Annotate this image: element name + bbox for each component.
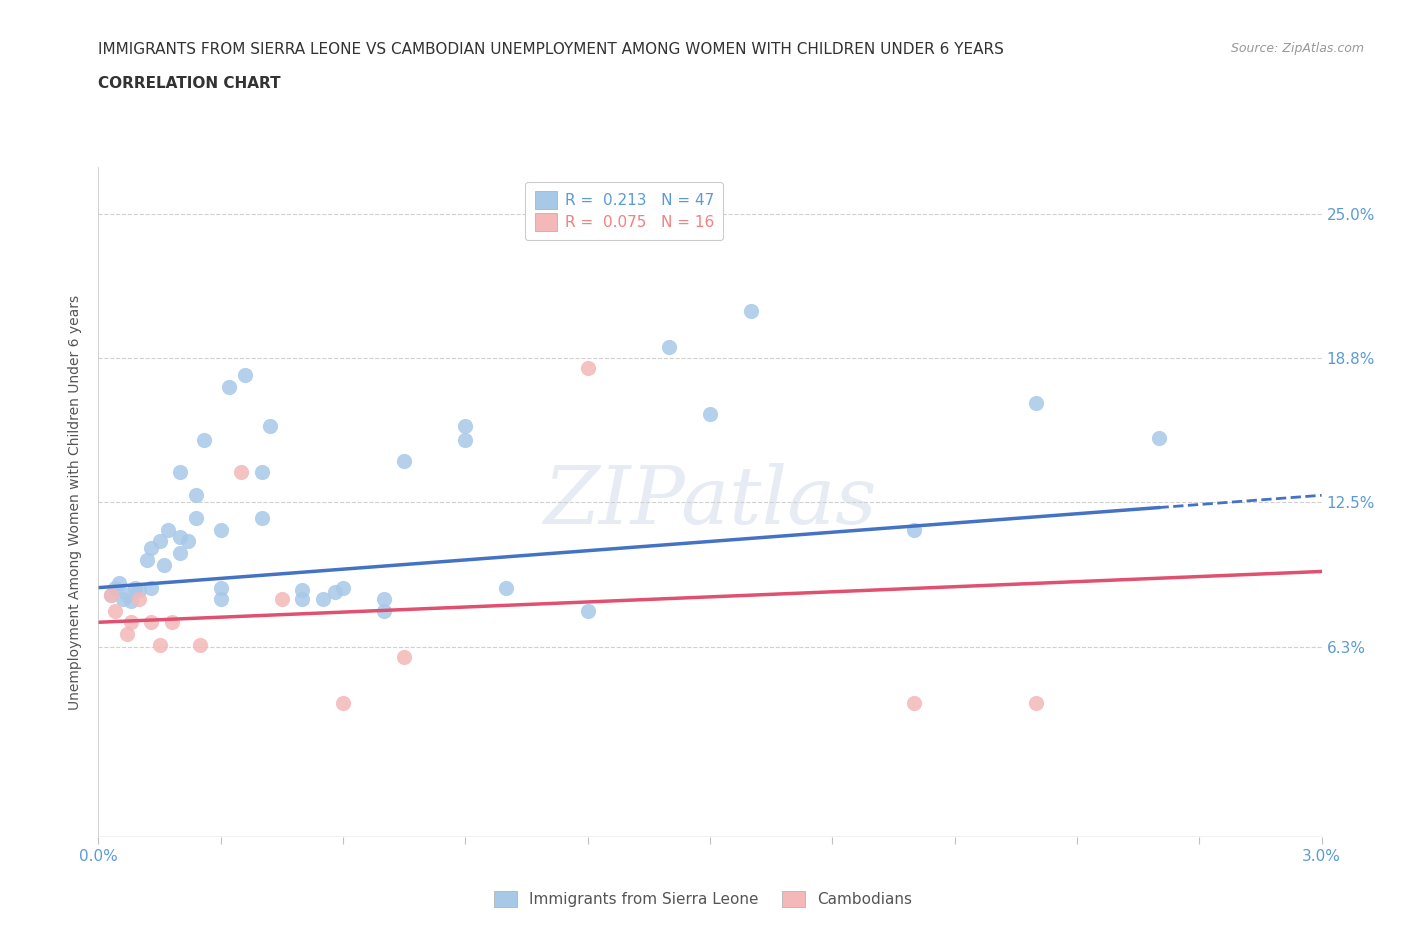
Point <box>454 432 477 447</box>
Point <box>177 534 200 549</box>
Point <box>392 453 416 468</box>
Y-axis label: Unemployment Among Women with Children Under 6 years: Unemployment Among Women with Children U… <box>69 295 83 710</box>
Point <box>332 580 354 595</box>
Legend: Immigrants from Sierra Leone, Cambodians: Immigrants from Sierra Leone, Cambodians <box>488 884 918 913</box>
Point <box>209 523 232 538</box>
Legend: R =  0.213   N = 47, R =  0.075   N = 16: R = 0.213 N = 47, R = 0.075 N = 16 <box>526 181 724 240</box>
Point <box>111 591 134 606</box>
Point <box>576 361 599 376</box>
Point <box>740 303 762 318</box>
Point <box>104 604 127 618</box>
Point <box>903 696 925 711</box>
Point <box>311 591 335 606</box>
Point <box>218 379 240 394</box>
Point <box>373 604 395 618</box>
Point <box>169 465 191 480</box>
Text: IMMIGRANTS FROM SIERRA LEONE VS CAMBODIAN UNEMPLOYMENT AMONG WOMEN WITH CHILDREN: IMMIGRANTS FROM SIERRA LEONE VS CAMBODIA… <box>98 42 1004 57</box>
Point <box>128 582 150 597</box>
Point <box>658 340 681 355</box>
Point <box>270 591 292 606</box>
Point <box>128 591 150 606</box>
Point <box>209 580 232 595</box>
Point <box>250 465 273 480</box>
Text: ZIPatlas: ZIPatlas <box>543 463 877 541</box>
Point <box>495 580 517 595</box>
Point <box>141 580 163 595</box>
Text: Source: ZipAtlas.com: Source: ZipAtlas.com <box>1230 42 1364 55</box>
Point <box>100 587 122 602</box>
Point <box>291 591 314 606</box>
Point <box>136 552 159 567</box>
Point <box>291 582 314 597</box>
Point <box>120 615 142 630</box>
Point <box>108 576 131 591</box>
Text: CORRELATION CHART: CORRELATION CHART <box>98 76 281 91</box>
Point <box>259 418 281 433</box>
Point <box>209 591 232 606</box>
Point <box>149 534 172 549</box>
Point <box>576 604 599 618</box>
Point <box>124 580 146 595</box>
Point <box>1147 430 1170 445</box>
Point <box>115 587 138 602</box>
Point <box>193 432 215 447</box>
Point <box>149 638 172 653</box>
Point <box>100 587 122 602</box>
Point <box>454 418 477 433</box>
Point <box>115 627 138 642</box>
Point <box>323 585 346 600</box>
Point <box>188 638 212 653</box>
Point <box>332 696 354 711</box>
Point <box>186 511 208 525</box>
Point <box>104 580 127 595</box>
Point <box>250 511 273 525</box>
Point <box>373 591 395 606</box>
Point <box>152 557 174 572</box>
Point <box>231 465 253 480</box>
Point <box>141 615 163 630</box>
Point <box>120 594 142 609</box>
Point <box>1025 395 1047 410</box>
Point <box>160 615 183 630</box>
Point <box>141 541 163 556</box>
Point <box>169 546 191 561</box>
Point <box>903 523 925 538</box>
Point <box>699 407 721 422</box>
Point <box>392 649 416 664</box>
Point <box>1025 696 1047 711</box>
Point <box>233 367 256 382</box>
Point <box>186 488 208 503</box>
Point <box>169 529 191 544</box>
Point <box>156 523 179 538</box>
